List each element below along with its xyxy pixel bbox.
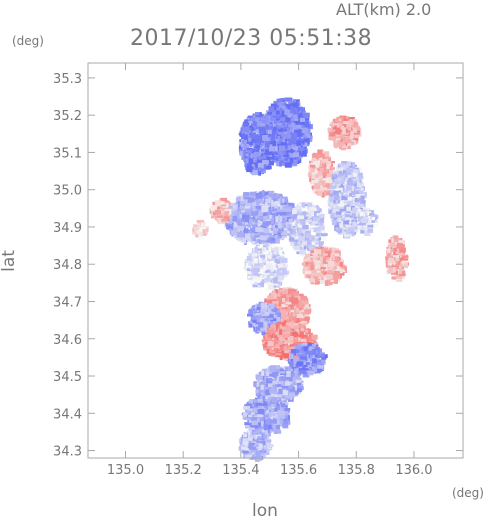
velocity-cluster	[327, 161, 367, 239]
y-tick-label: 34.3	[53, 445, 82, 460]
x-tick-label: 135.4	[222, 463, 259, 478]
y-tick-label: 34.6	[53, 333, 82, 348]
velocity-cluster	[209, 197, 232, 225]
velocity-cluster	[238, 112, 279, 176]
velocity-cluster	[243, 242, 290, 291]
velocity-field	[192, 97, 409, 462]
velocity-cluster	[287, 342, 328, 378]
velocity-cluster	[223, 190, 298, 247]
velocity-cluster	[307, 149, 337, 198]
x-axis-ticks: 135.0 135.2 135.4 135.6 135.8 136.0	[107, 63, 433, 478]
x-tick-label: 135.0	[107, 463, 144, 478]
velocity-cluster	[192, 219, 209, 240]
y-tick-label: 34.4	[53, 407, 82, 422]
velocity-cluster	[301, 246, 347, 286]
velocity-cluster	[327, 115, 362, 151]
y-axis-unit: (deg)	[12, 34, 44, 48]
y-axis-ticks: 34.3 34.4 34.5 34.6 34.7 34.8 34.9 35.0 35.1 35.2…	[53, 72, 463, 460]
y-tick-label: 34.9	[53, 221, 82, 236]
y-tick-label: 34.5	[53, 370, 82, 385]
x-tick-label: 135.6	[280, 463, 317, 478]
y-tick-label: 35.3	[53, 72, 82, 87]
velocity-cluster	[247, 301, 281, 336]
velocity-cluster	[385, 235, 409, 282]
plot-frame	[87, 62, 464, 459]
altitude-label: ALT(km) 2.0	[336, 0, 432, 19]
velocity-cluster	[253, 365, 304, 407]
x-axis-unit: (deg)	[452, 486, 484, 500]
y-tick-label: 35.2	[53, 109, 82, 124]
x-tick-label: 136.0	[395, 463, 432, 478]
chart-title: 2017/10/23 05:51:38	[130, 26, 373, 51]
y-tick-label: 35.0	[53, 184, 82, 199]
velocity-cluster	[357, 208, 379, 236]
x-axis-label: lon	[252, 501, 278, 521]
velocity-cluster	[241, 395, 291, 437]
y-tick-label: 34.8	[53, 258, 82, 273]
x-tick-label: 135.2	[165, 463, 202, 478]
y-tick-label: 35.1	[53, 146, 82, 161]
velocity-cluster	[287, 202, 328, 257]
velocity-cluster	[261, 320, 319, 362]
x-tick-label: 135.8	[338, 463, 375, 478]
y-tick-label: 34.7	[53, 295, 82, 310]
